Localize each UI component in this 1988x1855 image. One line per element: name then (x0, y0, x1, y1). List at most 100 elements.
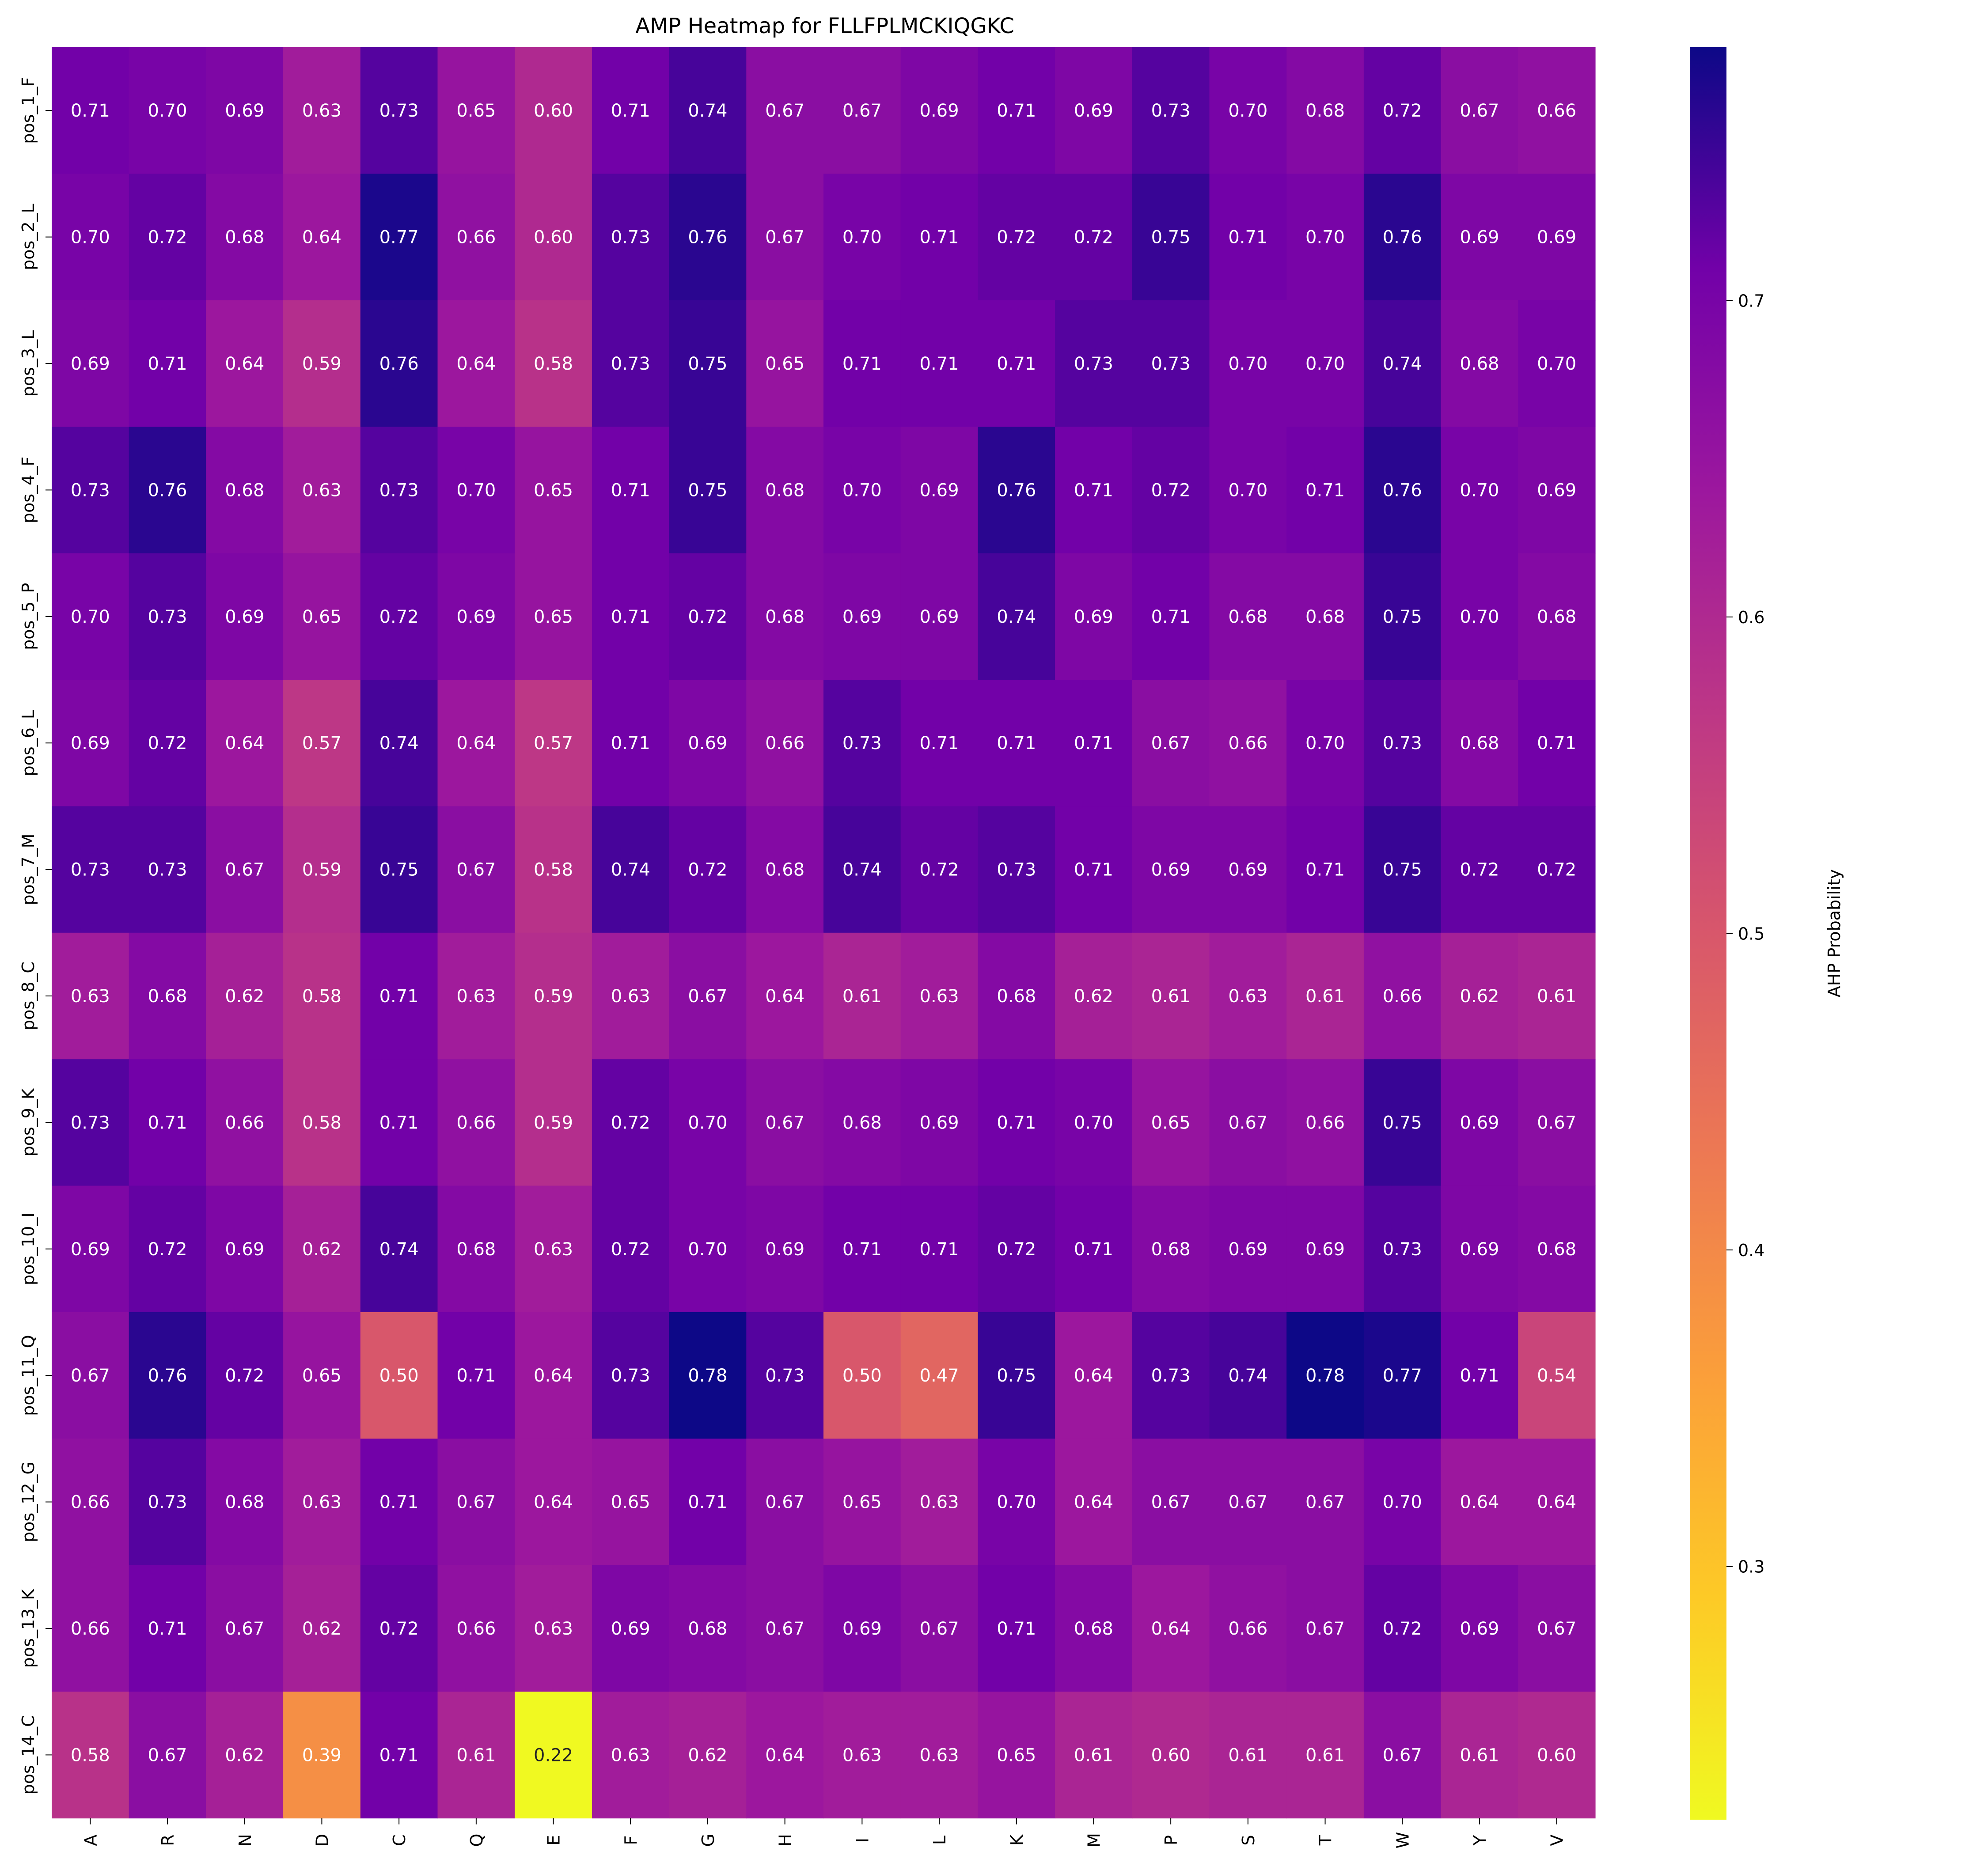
cell-value-label: 0.66 (1305, 1113, 1345, 1133)
heatmap-cell (900, 300, 978, 427)
cell-value-label: 0.62 (225, 1745, 264, 1765)
heatmap-cell (900, 1059, 978, 1186)
heatmap-cell (1209, 1565, 1287, 1692)
heatmap-cell (669, 680, 747, 806)
heatmap-cell (437, 47, 515, 174)
heatmap-cell (515, 1312, 592, 1439)
heatmap-cell (1209, 47, 1287, 174)
heatmap-cell (592, 1692, 670, 1819)
heatmap-cell (1055, 1565, 1133, 1692)
heatmap-cell (900, 47, 978, 174)
cell-value-label: 0.66 (1537, 101, 1576, 121)
cell-value-label: 0.71 (148, 354, 187, 374)
heatmap-cell (360, 1565, 438, 1692)
heatmap-cell (129, 300, 206, 427)
cell-value-label: 0.76 (997, 480, 1036, 500)
heatmap-cell (669, 1312, 747, 1439)
cell-value-label: 0.65 (611, 1492, 650, 1513)
cell-value-label: 0.70 (1305, 733, 1345, 753)
cell-value-label: 0.75 (997, 1366, 1036, 1386)
heatmap-cell (206, 1439, 284, 1566)
cell-value-label: 0.69 (688, 733, 727, 753)
cell-value-label: 0.59 (302, 354, 341, 374)
cell-value-label: 0.68 (688, 1619, 727, 1639)
cell-value-label: 0.70 (1228, 480, 1267, 500)
cell-value-label: 0.67 (1228, 1492, 1267, 1513)
heatmap-cell (1209, 806, 1287, 933)
cell-value-label: 0.64 (1074, 1366, 1113, 1386)
heatmap-cell (1441, 174, 1518, 301)
heatmap-cell (1055, 806, 1133, 933)
cell-value-label: 0.70 (842, 480, 882, 500)
heatmap-cell (360, 553, 438, 680)
cell-value-label: 0.69 (71, 354, 110, 374)
cell-value-label: 0.72 (688, 860, 727, 880)
heatmap-cell (1286, 1312, 1364, 1439)
cell-value-label: 0.70 (997, 1492, 1036, 1513)
heatmap-cell (283, 1439, 361, 1566)
cell-value-label: 0.70 (1383, 1492, 1422, 1513)
heatmap-cell (592, 1185, 670, 1313)
cell-value-label: 0.71 (920, 1239, 959, 1260)
heatmap-cell (206, 1692, 284, 1819)
heatmap-cell (592, 174, 670, 301)
heatmap-cell (283, 427, 361, 554)
cell-value-label: 0.66 (71, 1492, 110, 1513)
cell-value-label: 0.71 (379, 986, 419, 1007)
heatmap-cell (1518, 806, 1596, 933)
cell-value-label: 0.69 (225, 1239, 264, 1260)
heatmap-cell (52, 1059, 129, 1186)
cell-value-label: 0.65 (534, 607, 573, 627)
heatmap-cell (283, 300, 361, 427)
cell-value-label: 0.70 (148, 101, 187, 121)
heatmap-cell (669, 427, 747, 554)
cell-value-label: 0.73 (842, 733, 882, 753)
cell-value-label: 0.69 (456, 607, 496, 627)
heatmap-cell (823, 1059, 901, 1186)
cell-value-label: 0.68 (765, 607, 804, 627)
cell-value-label: 0.69 (920, 1113, 959, 1133)
heatmap-cell (1441, 1439, 1518, 1566)
heatmap-cell (515, 806, 592, 933)
heatmap-cell (515, 553, 592, 680)
cell-value-label: 0.73 (1151, 101, 1191, 121)
y-tick-label: pos_4_F (19, 457, 38, 523)
cell-value-label: 0.73 (379, 101, 419, 121)
cell-value-label: 0.67 (842, 101, 882, 121)
y-tick-label: pos_14_C (19, 1715, 38, 1794)
cell-value-label: 0.58 (534, 354, 573, 374)
heatmap-cell (746, 1185, 824, 1313)
cell-value-label: 0.68 (765, 480, 804, 500)
heatmap-cell (1209, 1692, 1287, 1819)
cell-value-label: 0.68 (765, 860, 804, 880)
cell-value-label: 0.72 (1460, 860, 1499, 880)
heatmap-cell (900, 427, 978, 554)
colorbar-ticks: 0.3 0.4 0.5 0.6 0.7 (1726, 291, 1764, 1577)
cell-value-label: 0.69 (765, 1239, 804, 1260)
cell-value-label: 0.67 (1537, 1619, 1576, 1639)
heatmap-cell (746, 1312, 824, 1439)
cell-value-label: 0.75 (379, 860, 419, 880)
cell-value-label: 0.75 (1383, 860, 1422, 880)
heatmap-cell (52, 553, 129, 680)
cell-value-label: 0.68 (225, 1492, 264, 1513)
cell-value-label: 0.71 (1074, 480, 1113, 500)
cell-value-label: 0.74 (1228, 1366, 1267, 1386)
cell-value-label: 0.71 (1537, 733, 1576, 753)
cell-value-label: 0.68 (225, 227, 264, 248)
cell-value-label: 0.68 (1305, 101, 1345, 121)
cell-value-label: 0.65 (534, 480, 573, 500)
heatmap-cell (437, 932, 515, 1060)
heatmap-cell (437, 806, 515, 933)
cell-value-label: 0.68 (1305, 607, 1345, 627)
heatmap-cell (1286, 806, 1364, 933)
cell-value-label: 0.63 (302, 101, 341, 121)
y-tick-label: pos_1_F (19, 77, 38, 144)
x-tick-label: F (621, 1836, 641, 1845)
heatmap-cell (592, 806, 670, 933)
cell-value-label: 0.71 (920, 733, 959, 753)
colorbar-tick-label: 0.5 (1738, 924, 1764, 944)
cell-value-label: 0.70 (1228, 101, 1267, 121)
heatmap-cell (592, 1439, 670, 1566)
heatmap-cell (669, 174, 747, 301)
